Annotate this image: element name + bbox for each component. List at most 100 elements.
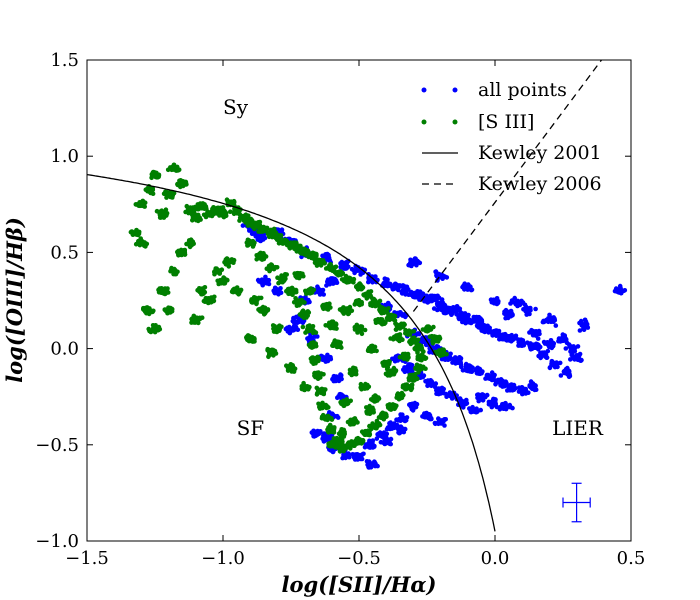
scatter-point bbox=[503, 379, 509, 385]
series-s-iii bbox=[128, 162, 449, 454]
scatter-point bbox=[476, 369, 482, 375]
scatter-point bbox=[431, 306, 437, 311]
scatter-point bbox=[318, 259, 324, 265]
scatter-point bbox=[432, 296, 438, 302]
scatter-point bbox=[388, 436, 394, 442]
scatter-point bbox=[351, 369, 357, 375]
scatter-point bbox=[160, 288, 166, 294]
scatter-point bbox=[329, 426, 335, 432]
scatter-point bbox=[384, 315, 390, 321]
scatter-point bbox=[465, 365, 471, 371]
scatter-point bbox=[366, 464, 371, 470]
scatter-point bbox=[458, 362, 464, 367]
scatter-point bbox=[469, 319, 474, 325]
scatter-point bbox=[258, 253, 264, 259]
scatter-point bbox=[410, 403, 416, 409]
scatter-point bbox=[403, 314, 408, 320]
scatter-point bbox=[315, 390, 320, 396]
scatter-point bbox=[329, 323, 335, 328]
scatter-point bbox=[383, 438, 389, 444]
scatter-point bbox=[546, 342, 552, 348]
scatter-point bbox=[414, 341, 420, 347]
scatter-point bbox=[313, 330, 319, 335]
scatter-point bbox=[492, 330, 498, 336]
scatter-point bbox=[348, 442, 354, 448]
scatter-point bbox=[551, 317, 556, 323]
scatter-point bbox=[163, 189, 168, 195]
scatter-point bbox=[166, 307, 172, 313]
scatter-point bbox=[525, 307, 531, 313]
scatter-point bbox=[397, 311, 403, 317]
scatter-point bbox=[296, 317, 302, 323]
scatter-point bbox=[349, 266, 355, 272]
scatter-point bbox=[492, 298, 498, 303]
scatter-point bbox=[519, 388, 525, 394]
scatter-point bbox=[400, 415, 405, 421]
scatter-point bbox=[165, 167, 171, 173]
scatter-point bbox=[383, 361, 389, 367]
scatter-point bbox=[404, 284, 410, 290]
scatter-point bbox=[492, 400, 498, 405]
scatter-point bbox=[162, 307, 168, 313]
scatter-point bbox=[508, 384, 514, 390]
scatter-point bbox=[475, 392, 480, 398]
scatter-point bbox=[291, 318, 297, 323]
scatter-point bbox=[253, 223, 259, 228]
scatter-point bbox=[512, 295, 517, 301]
scatter-point bbox=[370, 438, 376, 443]
scatter-point bbox=[397, 394, 403, 400]
scatter-point bbox=[356, 299, 362, 305]
scatter-point bbox=[179, 249, 185, 255]
scatter-point bbox=[175, 181, 180, 187]
scatter-point bbox=[274, 288, 280, 294]
scatter-point bbox=[366, 275, 372, 281]
scatter-point bbox=[315, 288, 321, 294]
scatter-point bbox=[537, 344, 543, 350]
scatter-point bbox=[288, 288, 294, 294]
scatter-point bbox=[302, 311, 308, 317]
scatter-point bbox=[483, 393, 488, 399]
scatter-point bbox=[508, 336, 514, 342]
scatter-point bbox=[293, 324, 299, 330]
scatter-point bbox=[394, 417, 399, 423]
scatter-point bbox=[323, 303, 329, 309]
scatter-point bbox=[457, 306, 462, 312]
scatter-point bbox=[318, 429, 323, 434]
scatter-point bbox=[321, 431, 327, 436]
scatter-point bbox=[302, 249, 308, 255]
scatter-point bbox=[358, 272, 363, 277]
scatter-point bbox=[156, 174, 161, 179]
scatter-point bbox=[530, 344, 536, 350]
scatter-point bbox=[443, 417, 449, 422]
scatter-point bbox=[190, 212, 196, 217]
scatter-point bbox=[541, 351, 547, 357]
scatter-point bbox=[416, 365, 422, 371]
scatter-point bbox=[407, 339, 412, 345]
scatter-point bbox=[307, 323, 312, 328]
scatter-point bbox=[383, 280, 389, 286]
scatter-point bbox=[617, 288, 623, 294]
scatter-point bbox=[530, 381, 536, 386]
scatter-point bbox=[309, 359, 315, 365]
scatter-point bbox=[328, 416, 334, 421]
scatter-point bbox=[323, 415, 329, 421]
scatter-point bbox=[364, 292, 370, 298]
scatter-point bbox=[497, 380, 503, 386]
scatter-point bbox=[249, 222, 255, 228]
scatter-point bbox=[381, 413, 386, 419]
scatter-point bbox=[318, 388, 324, 394]
scatter-point bbox=[203, 295, 209, 301]
scatter-point bbox=[550, 343, 556, 349]
scatter-point bbox=[328, 305, 333, 310]
scatter-point bbox=[364, 430, 370, 436]
scatter-point bbox=[582, 323, 588, 328]
scatter-point bbox=[351, 365, 356, 371]
scatter-point bbox=[394, 334, 400, 340]
scatter-point bbox=[313, 430, 318, 436]
scatter-point bbox=[529, 327, 534, 333]
scatter-point bbox=[264, 266, 270, 272]
scatter-point bbox=[488, 400, 493, 406]
scatter-point bbox=[201, 212, 207, 218]
scatter-point bbox=[193, 317, 199, 323]
scatter-point bbox=[544, 355, 549, 361]
